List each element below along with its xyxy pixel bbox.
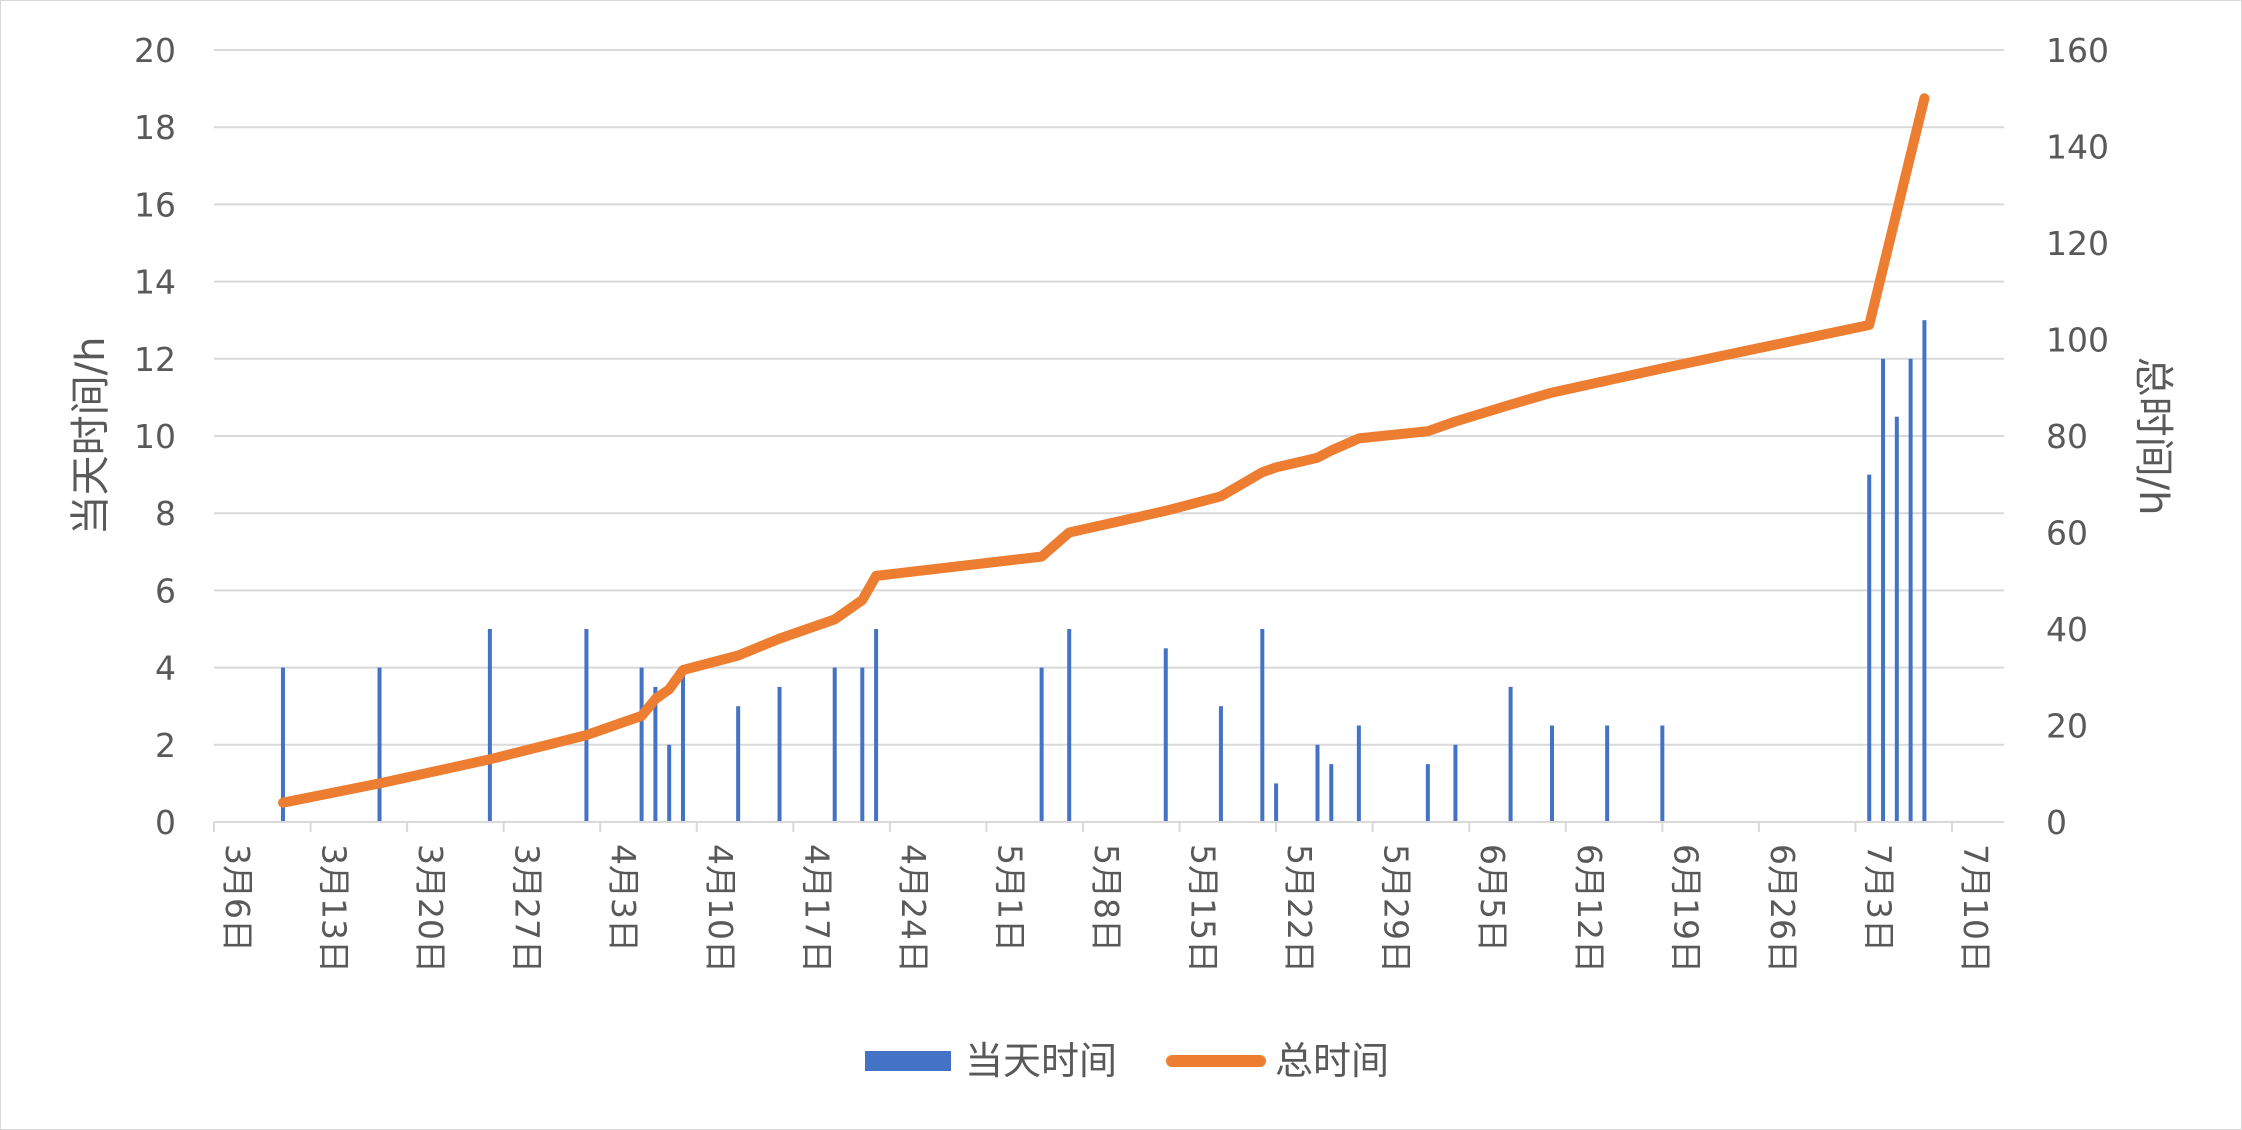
right-y-tick-label: 0 [2046,803,2067,842]
bar [1908,358,1913,822]
x-tick-label: 4月24日 [894,844,933,973]
gridlines [214,49,2004,746]
x-tick-label: 5月22日 [1280,844,1319,973]
left-y-tick-label: 12 [134,340,176,379]
x-tick-label: 4月10日 [701,844,740,973]
bar [1163,648,1168,822]
line-series [278,93,1930,808]
bar [1039,667,1044,822]
right-y-axis-title: 总时间/h [2130,357,2176,516]
bar [1260,629,1265,822]
legend: 当天时间 总时间 [865,1039,1389,1083]
bar [1922,320,1927,822]
bar [777,686,782,822]
legend-swatch-bar [865,1051,951,1071]
right-y-tick-label: 160 [2046,31,2109,70]
bar-series [280,320,1927,822]
bar [584,629,589,822]
bar [680,667,685,822]
bar [639,667,644,822]
bar [653,686,658,822]
left-y-tick-label: 16 [134,185,176,224]
x-tick-label: 4月17日 [797,844,836,973]
x-tick-label: 3月27日 [508,844,547,973]
x-tick-label: 3月20日 [411,844,450,973]
bar [377,667,382,822]
bar [1605,725,1610,822]
x-tick-label: 6月19日 [1666,844,1705,973]
x-tick-label: 5月1日 [990,844,1029,952]
right-y-tick-label: 20 [2046,707,2088,746]
bar [1549,725,1554,822]
bar [1067,629,1072,822]
left-y-axis-ticks: 0 2 4 6 8 10 12 14 16 18 20 [134,31,176,842]
bar [1274,783,1279,822]
left-y-tick-label: 14 [134,263,176,302]
bar [487,629,492,822]
x-tick-label: 6月12日 [1570,844,1609,973]
bar [1425,764,1430,822]
x-tick-label: 7月3日 [1859,844,1898,952]
x-tick-label: 5月8日 [1087,844,1126,952]
bar [1315,744,1320,822]
bar [1508,686,1513,822]
x-tick-label: 4月3日 [604,844,643,952]
legend-label-bar: 当天时间 [965,1039,1117,1083]
bar [1453,744,1458,822]
x-tick-label: 7月10日 [1956,844,1995,973]
x-tick-label: 3月13日 [315,844,354,973]
left-y-tick-label: 20 [134,31,176,70]
right-y-tick-label: 40 [2046,610,2088,649]
bar [832,667,837,822]
x-tick-label: 6月5日 [1473,844,1512,952]
right-y-tick-label: 60 [2046,514,2088,553]
right-y-tick-label: 80 [2046,417,2088,456]
x-axis-ticks: 3月6日 3月13日 3月20日 3月27日 4月3日 4月10日 4月17日 4月24日 5月… [218,844,1995,973]
left-y-axis-title: 当天时间/h [68,337,114,536]
bar [1356,725,1361,822]
bar [1881,358,1886,822]
x-tick-label: 5月15日 [1184,844,1223,973]
bar [1894,416,1899,822]
bar [1867,474,1872,822]
total-time-line [278,93,1930,808]
x-tick-label: 3月6日 [218,844,257,952]
left-y-tick-label: 8 [155,494,176,533]
left-y-tick-label: 2 [155,726,176,765]
left-y-tick-label: 6 [155,571,176,610]
left-y-tick-label: 18 [134,108,176,147]
legend-label-line: 总时间 [1275,1039,1389,1083]
x-axis [213,821,2004,832]
x-tick-label: 5月29日 [1377,844,1416,973]
right-y-axis-ticks: 0 20 40 60 80 100 120 140 160 [2046,31,2109,842]
x-tick-label: 6月26日 [1763,844,1802,973]
left-y-tick-label: 4 [155,649,176,688]
right-y-tick-label: 100 [2046,321,2109,360]
bar [860,667,865,822]
bar [1218,706,1223,822]
right-y-tick-label: 120 [2046,224,2109,263]
left-y-tick-label: 0 [155,803,176,842]
right-y-tick-label: 140 [2046,128,2109,167]
bar [280,667,285,822]
bar [736,706,741,822]
bar [667,744,672,822]
bar [874,629,879,822]
bar [1660,725,1665,822]
left-y-tick-label: 10 [134,417,176,456]
bar [1329,764,1334,822]
